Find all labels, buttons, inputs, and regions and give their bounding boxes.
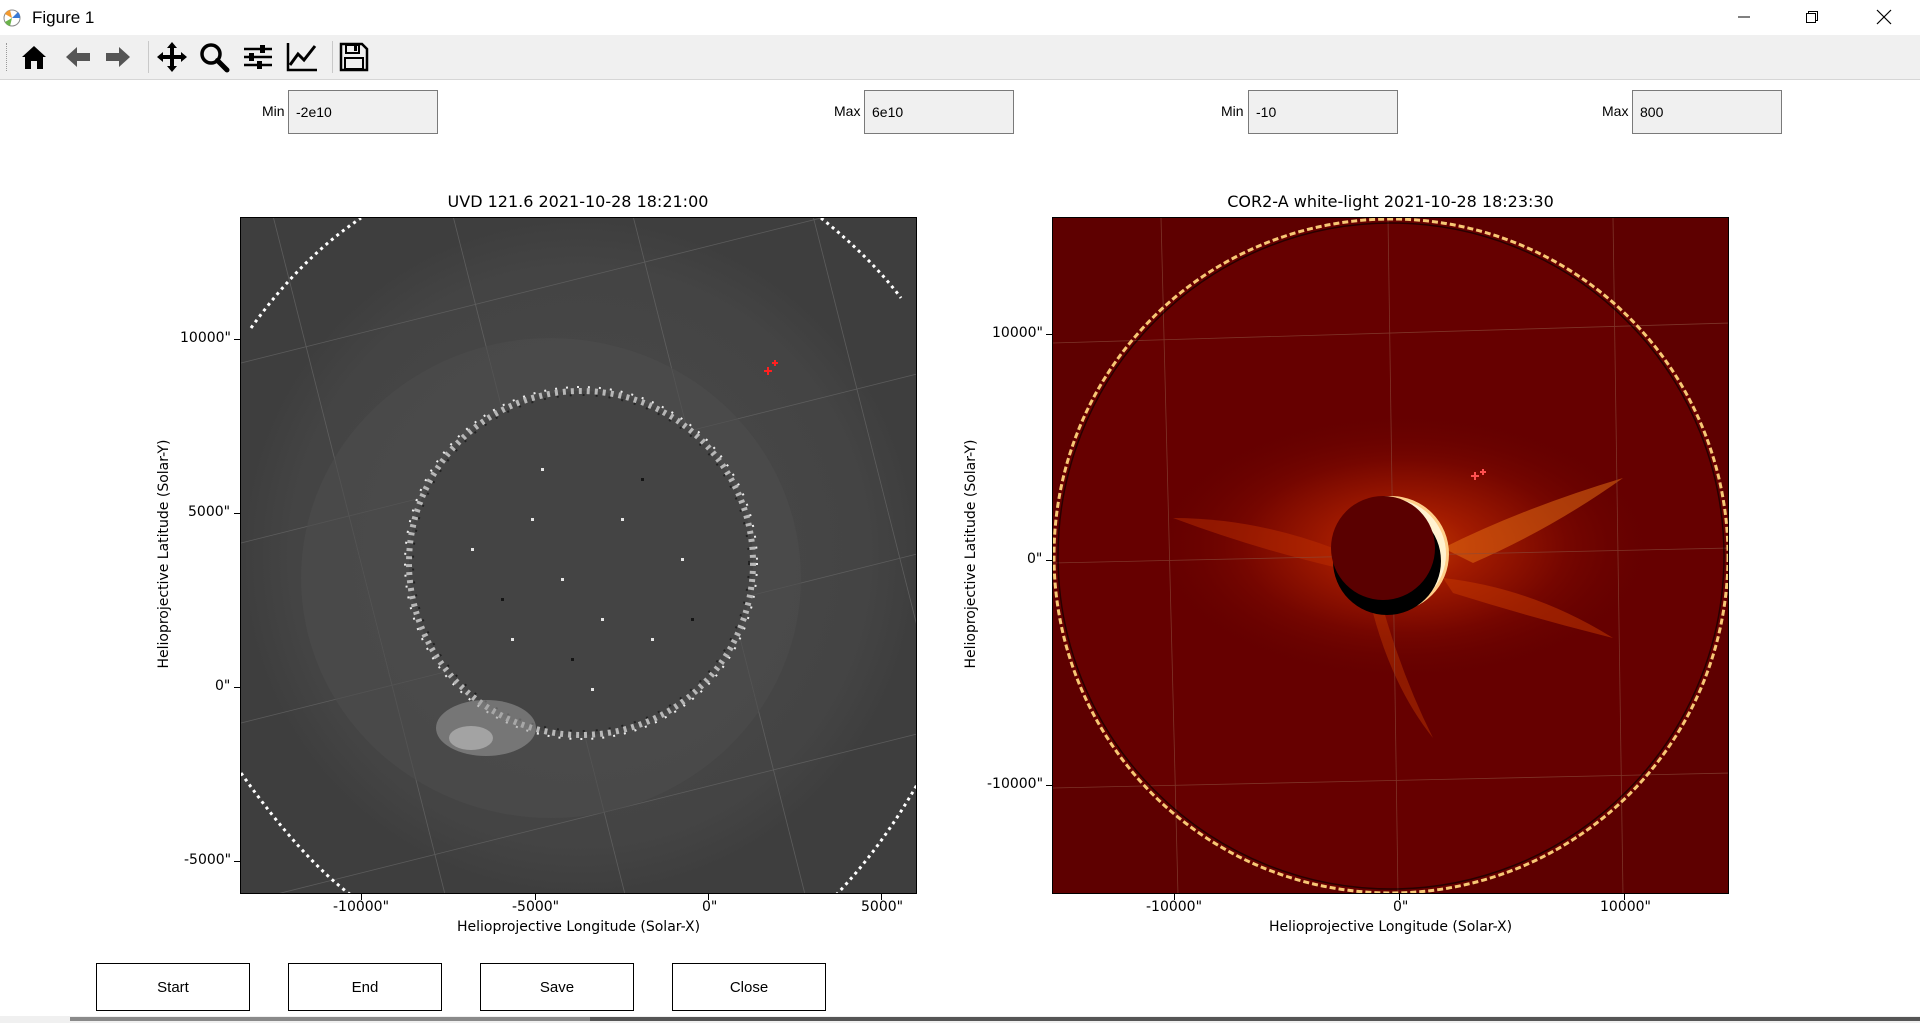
end-button[interactable]: End bbox=[288, 963, 442, 1011]
x-tick bbox=[881, 894, 882, 900]
home-icon bbox=[22, 46, 46, 69]
x-tick bbox=[1624, 894, 1625, 900]
left-plot-title: UVD 121.6 2021-10-28 18:21:00 bbox=[447, 192, 709, 211]
left-xlabel: Helioprojective Longitude (Solar-X) bbox=[457, 919, 701, 935]
left-xtick-label: 5000" bbox=[861, 899, 904, 915]
navigation-toolbar bbox=[0, 35, 1920, 80]
minimize-icon bbox=[1738, 16, 1750, 18]
edit-axis-curve-icon bbox=[286, 43, 317, 72]
matplotlib-app-icon bbox=[3, 9, 21, 27]
uv-image-canvas bbox=[241, 218, 916, 893]
save-floppy-icon bbox=[339, 42, 369, 72]
pan-move-icon bbox=[157, 42, 187, 72]
left-xtick-label: -10000" bbox=[333, 899, 390, 915]
window-title: Figure 1 bbox=[32, 8, 95, 27]
y-tick bbox=[234, 339, 240, 340]
right-xlabel: Helioprojective Longitude (Solar-X) bbox=[1269, 919, 1513, 935]
right-xtick-label: 0" bbox=[1393, 899, 1409, 915]
save-figure-button[interactable] bbox=[336, 39, 372, 75]
x-tick bbox=[708, 894, 709, 900]
forward-button[interactable] bbox=[100, 39, 136, 75]
home-button[interactable] bbox=[16, 39, 52, 75]
configure-subplots-button[interactable] bbox=[240, 39, 276, 75]
right-xtick-label: 10000" bbox=[1600, 899, 1651, 915]
left-plot-image[interactable] bbox=[240, 217, 917, 894]
minimize-button[interactable] bbox=[1710, 0, 1778, 34]
right-max-input[interactable] bbox=[1632, 90, 1782, 134]
scrollbar-track-segment[interactable] bbox=[70, 1017, 590, 1021]
left-min-input[interactable] bbox=[288, 90, 438, 134]
x-tick bbox=[361, 894, 362, 900]
x-tick bbox=[535, 894, 536, 900]
left-xtick-label: -5000" bbox=[512, 899, 560, 915]
forward-arrow-icon bbox=[106, 47, 130, 67]
close-icon bbox=[1876, 9, 1892, 25]
left-ytick-label: 10000" bbox=[180, 330, 231, 346]
left-max-input[interactable] bbox=[864, 90, 1014, 134]
y-tick bbox=[1046, 785, 1052, 786]
event-marker bbox=[764, 360, 778, 375]
toolbar-grip[interactable] bbox=[6, 43, 9, 71]
left-ylabel: Helioprojective Latitude (Solar-Y) bbox=[156, 439, 172, 669]
left-min-label: Min bbox=[262, 103, 285, 119]
y-tick bbox=[1046, 334, 1052, 335]
right-min-label: Min bbox=[1221, 103, 1244, 119]
left-ytick-label: 0" bbox=[215, 678, 231, 694]
y-tick bbox=[234, 687, 240, 688]
toolbar-separator bbox=[332, 41, 333, 73]
left-ytick-label: 5000" bbox=[188, 504, 231, 520]
right-max-label: Max bbox=[1602, 103, 1629, 119]
x-tick bbox=[1174, 894, 1175, 900]
zoom-magnifier-icon bbox=[200, 43, 230, 73]
left-max-label: Max bbox=[834, 103, 861, 119]
left-ytick-label: -5000" bbox=[184, 852, 232, 868]
scrollbar-thumb[interactable] bbox=[590, 1017, 1920, 1021]
right-plot-image[interactable] bbox=[1052, 217, 1729, 894]
right-xtick-label: -10000" bbox=[1146, 899, 1203, 915]
pan-button[interactable] bbox=[154, 39, 190, 75]
right-plot-title: COR2-A white-light 2021-10-28 18:23:30 bbox=[1227, 192, 1554, 211]
edit-axis-button[interactable] bbox=[284, 39, 320, 75]
right-ytick-label: 0" bbox=[1027, 551, 1043, 567]
y-tick bbox=[1046, 560, 1052, 561]
right-min-input[interactable] bbox=[1248, 90, 1398, 134]
y-tick bbox=[234, 513, 240, 514]
close-button[interactable]: Close bbox=[672, 963, 826, 1011]
configure-subplots-icon bbox=[244, 45, 272, 69]
right-ylabel: Helioprojective Latitude (Solar-Y) bbox=[963, 439, 979, 669]
save-button[interactable]: Save bbox=[480, 963, 634, 1011]
y-tick bbox=[234, 861, 240, 862]
close-window-button[interactable] bbox=[1850, 0, 1918, 34]
zoom-button[interactable] bbox=[196, 39, 232, 75]
back-button[interactable] bbox=[60, 39, 96, 75]
window-titlebar: Figure 1 bbox=[0, 0, 1920, 34]
toolbar-separator bbox=[148, 41, 149, 73]
cor2-image-canvas bbox=[1053, 218, 1728, 893]
right-ytick-label: -10000" bbox=[987, 776, 1044, 792]
restore-button[interactable] bbox=[1778, 0, 1846, 34]
restore-icon bbox=[1806, 11, 1818, 23]
left-xtick-label: 0" bbox=[702, 899, 718, 915]
back-arrow-icon bbox=[66, 47, 90, 67]
start-button[interactable]: Start bbox=[96, 963, 250, 1011]
x-tick bbox=[1399, 894, 1400, 900]
right-ytick-label: 10000" bbox=[992, 325, 1043, 341]
